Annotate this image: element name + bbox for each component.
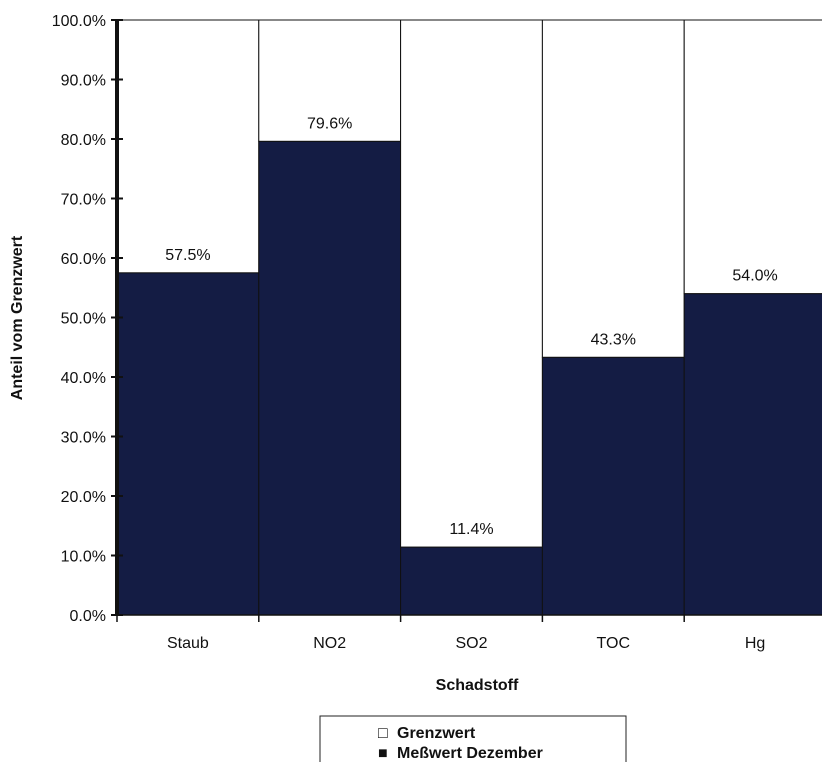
- bar-messwert-toc: [541, 356, 685, 616]
- x-tick-label-no2: NO2: [313, 635, 346, 652]
- y-tick-label: 80.0%: [61, 132, 106, 149]
- y-tick-label: 40.0%: [61, 370, 106, 387]
- y-tick-label: 50.0%: [61, 311, 106, 328]
- y-axis: 0.0% 10.0% 20.0% 30.0% 40.0% 50.0% 60.0% 70.0% 8…: [52, 13, 123, 625]
- bar-grenzwert-staub: [116, 19, 260, 274]
- bar-grenzwert-hg: [683, 19, 822, 295]
- x-tick-label-staub: Staub: [167, 635, 209, 652]
- y-tick-label: 10.0%: [61, 549, 106, 566]
- data-label-toc: 43.3%: [591, 331, 636, 348]
- bar-grenzwert-no2: [258, 19, 402, 142]
- data-label-staub: 57.5%: [165, 247, 210, 264]
- legend-box: [319, 715, 627, 762]
- y-tick-label: 0.0%: [70, 608, 106, 625]
- y-axis-title: Anteil vom Grenzwert: [9, 235, 26, 400]
- x-tick-label-so2: SO2: [455, 635, 487, 652]
- y-tick-label: 20.0%: [61, 489, 106, 506]
- data-label-no2: 79.6%: [307, 115, 352, 132]
- bar-messwert-hg: [683, 293, 822, 616]
- legend-marker-grenzwert: □: [378, 725, 388, 742]
- legend-marker-messwert: ■: [378, 745, 388, 762]
- y-tick-label: 30.0%: [61, 430, 106, 447]
- legend-label-messwert: Meßwert Dezember: [397, 745, 543, 762]
- bar-messwert-staub: [116, 272, 260, 616]
- x-axis: Staub NO2 SO2 TOC Hg: [116, 614, 822, 652]
- x-tick-label-hg: Hg: [745, 635, 765, 652]
- bar-messwert-so2: [400, 546, 543, 616]
- plot-area: 57.5% 79.6% 11.4% 43.3% 54.0%: [116, 19, 822, 616]
- legend: □ Grenzwert ■ Meßwert Dezember: [319, 715, 627, 762]
- data-label-hg: 54.0%: [732, 268, 777, 285]
- legend-label-grenzwert: Grenzwert: [397, 725, 476, 742]
- y-tick-label: 60.0%: [61, 251, 106, 268]
- bar-grenzwert-toc: [541, 19, 685, 358]
- x-axis-title: Schadstoff: [436, 677, 519, 694]
- bar-grenzwert-so2: [400, 19, 543, 548]
- data-label-so2: 11.4%: [449, 521, 493, 538]
- y-tick-label: 100.0%: [52, 13, 106, 30]
- y-tick-label: 90.0%: [61, 73, 106, 90]
- y-tick-label: 70.0%: [61, 192, 106, 209]
- x-tick-label-toc: TOC: [597, 635, 630, 652]
- bar-messwert-no2: [258, 140, 402, 616]
